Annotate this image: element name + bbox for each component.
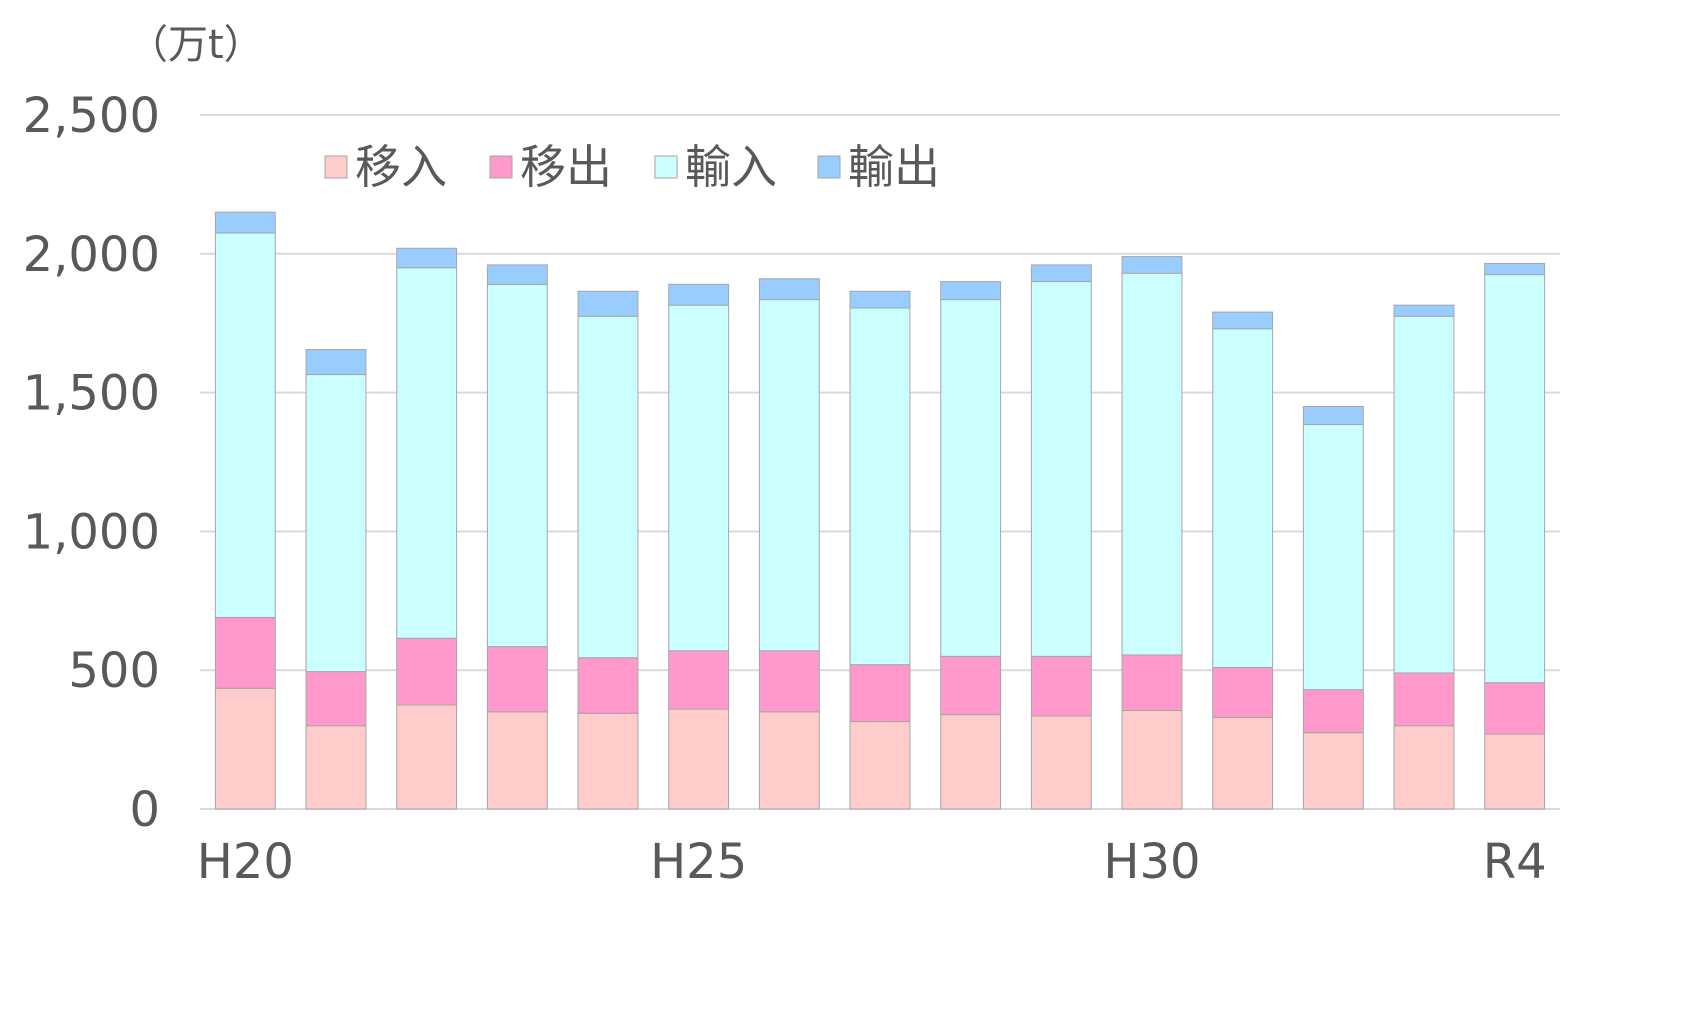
bar-segment [305, 725, 367, 810]
bar-segment [1030, 264, 1092, 283]
bar-segment [1302, 405, 1364, 426]
bar-segment [1212, 328, 1274, 668]
bar-segment [486, 646, 548, 713]
bar-segment [577, 657, 639, 714]
legend: 移入 移出 輸入 輸出 [324, 140, 940, 194]
bar-segment [1212, 716, 1274, 810]
bar-segment [396, 637, 458, 706]
x-tick-label: R4 [1483, 834, 1547, 890]
bar-segment [668, 708, 730, 810]
bar-segment [1030, 655, 1092, 717]
bar-segment [1393, 725, 1455, 810]
y-axis-unit-label: （万t） [128, 22, 264, 68]
bar-segment [758, 278, 820, 301]
y-tick-label: 2,000 [23, 227, 160, 283]
x-tick-label: H30 [1103, 834, 1200, 890]
bar-segment [758, 299, 820, 652]
legend-swatch [324, 155, 348, 179]
bar-segment [577, 712, 639, 810]
bar-segment [1393, 672, 1455, 727]
bar-segment [1030, 281, 1092, 657]
bar-segment [305, 671, 367, 727]
bar-segment [668, 283, 730, 306]
bar-segment [305, 349, 367, 376]
legend-swatch [654, 155, 678, 179]
legend-label: 移出 [520, 140, 612, 194]
bar-segment [1484, 733, 1546, 810]
bar-segment [1121, 709, 1183, 810]
bar-segment [849, 664, 911, 723]
x-tick-label: H25 [650, 834, 747, 890]
legend-swatch [817, 155, 841, 179]
legend-label: 輸入 [685, 140, 777, 194]
bar-segment [1212, 311, 1274, 330]
bar-segment [396, 704, 458, 810]
bar-segment [396, 267, 458, 639]
bar-segment [214, 211, 276, 234]
legend-label: 移入 [355, 140, 447, 194]
bar-segment [305, 374, 367, 673]
bar-segment [1212, 666, 1274, 718]
bar-segment [940, 714, 1002, 810]
bar-segment [1121, 256, 1183, 274]
bar-segment [940, 655, 1002, 716]
y-tick-label: 2,500 [23, 88, 160, 144]
bar-segment [849, 290, 911, 309]
bar-segment [668, 304, 730, 652]
y-tick-label: 1,000 [23, 504, 160, 560]
bar-segment [1393, 315, 1455, 674]
bar-segment [1121, 654, 1183, 711]
bar-segment [940, 281, 1002, 301]
bar-segment [758, 650, 820, 713]
bars [214, 211, 1546, 810]
bar-segment [396, 247, 458, 269]
bar-segment [486, 711, 548, 810]
y-tick-label: 1,500 [23, 366, 160, 422]
bar-segment [849, 307, 911, 666]
bar-segment [1302, 689, 1364, 734]
bar-segment [214, 687, 276, 810]
bar-segment [758, 711, 820, 810]
x-tick-label: H20 [197, 834, 294, 890]
bar-segment [1302, 732, 1364, 810]
legend-label: 輸出 [848, 140, 940, 194]
bar-segment [577, 290, 639, 317]
bar-segment [1030, 715, 1092, 810]
bar-segment [1302, 424, 1364, 691]
y-tick-label: 0 [129, 782, 160, 838]
bar-segment [1484, 682, 1546, 735]
bar-segment [668, 650, 730, 710]
y-tick-label: 500 [68, 643, 160, 699]
bar-segment [849, 721, 911, 810]
legend-swatch [489, 155, 513, 179]
y-axis-ticks: 0 500 1,000 1,500 2,000 2,500 [23, 88, 160, 838]
bar-segment [577, 315, 639, 659]
bar-segment [940, 299, 1002, 657]
bar-segment [1393, 304, 1455, 317]
bar-segment [1121, 272, 1183, 656]
bar-segment [214, 616, 276, 689]
bar-segment [1484, 263, 1546, 276]
x-axis-ticks: H20 H25 H30 R4 [197, 834, 1547, 890]
bar-segment [486, 283, 548, 648]
bar-segment [214, 232, 276, 618]
bar-segment [486, 264, 548, 285]
bar-segment [1484, 274, 1546, 684]
